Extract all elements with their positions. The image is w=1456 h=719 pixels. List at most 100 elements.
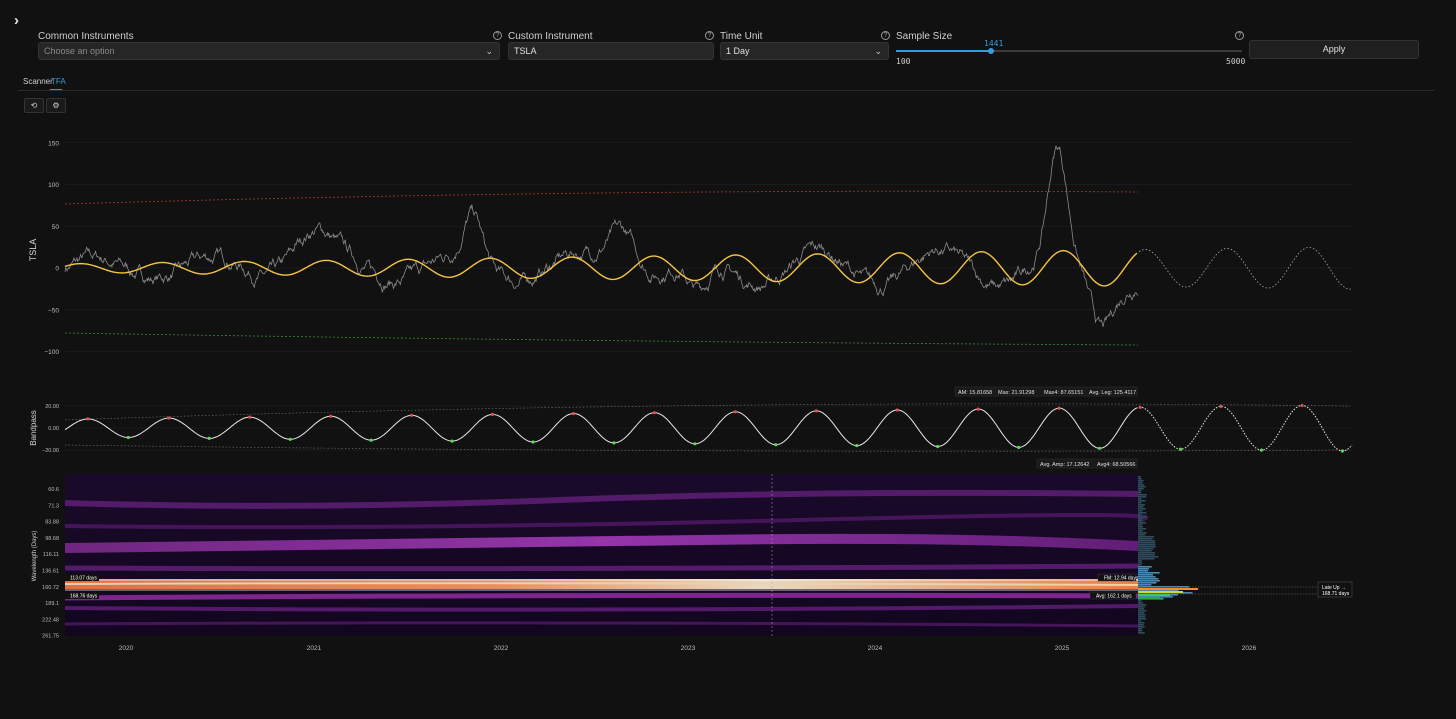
histogram-bar bbox=[1138, 616, 1146, 618]
common-instruments-placeholder: Choose an option bbox=[44, 46, 115, 56]
histogram-bar bbox=[1138, 490, 1142, 492]
x-tick-label: 2022 bbox=[494, 645, 509, 652]
histogram-bar bbox=[1138, 624, 1144, 626]
help-icon[interactable]: ? bbox=[705, 31, 714, 40]
spectrum-histogram bbox=[1138, 476, 1198, 634]
histogram-bar bbox=[1138, 484, 1145, 486]
x-tick-label: 2026 bbox=[1242, 645, 1257, 652]
avg-label: Avg: 162.1 days bbox=[1096, 594, 1132, 600]
trough-marker bbox=[1259, 448, 1264, 452]
histogram-bar bbox=[1138, 550, 1152, 552]
bandpass-lower-envelope bbox=[64, 444, 1351, 452]
y-tick-label: 20.00 bbox=[45, 404, 59, 410]
peak-marker bbox=[410, 413, 414, 417]
sample-size-track[interactable] bbox=[896, 50, 1242, 52]
histogram-bar bbox=[1138, 554, 1155, 556]
peak-marker bbox=[1219, 404, 1223, 408]
dominant-cycle-line bbox=[64, 249, 1138, 287]
histogram-bar bbox=[1138, 620, 1142, 622]
settings-icon[interactable]: ⚙ bbox=[46, 98, 66, 113]
band-top-tag: 113.07 days bbox=[65, 574, 99, 582]
histogram-bar bbox=[1138, 591, 1183, 593]
sample-size-thumb[interactable] bbox=[987, 48, 994, 54]
help-icon[interactable]: ? bbox=[1235, 31, 1244, 40]
tab-divider bbox=[18, 90, 1434, 91]
late-up-title: Late Up → bbox=[1322, 585, 1346, 591]
bandpass-legend-bottom: Avg. Amp: 17.12642 Avg4: 68.50566 bbox=[1036, 458, 1138, 469]
histogram-bar bbox=[1138, 488, 1144, 490]
trough-marker bbox=[1098, 446, 1102, 450]
histogram-bar bbox=[1138, 516, 1147, 518]
histogram-bar bbox=[1138, 562, 1142, 564]
time-unit-select[interactable]: 1 Day ⌄ bbox=[720, 42, 889, 60]
histogram-bar bbox=[1138, 512, 1147, 514]
trough-marker bbox=[693, 442, 697, 446]
histogram-bar bbox=[1138, 504, 1145, 506]
histogram-bar bbox=[1138, 586, 1190, 588]
chevron-right-icon[interactable]: › bbox=[14, 12, 19, 29]
tab-scanner[interactable]: Scanner bbox=[23, 77, 53, 86]
histogram-bar bbox=[1138, 518, 1143, 520]
histogram-bar bbox=[1138, 556, 1159, 558]
upper-band-line bbox=[64, 190, 1139, 205]
legend-max: Max: 21.91298 bbox=[998, 390, 1034, 396]
trough-marker bbox=[531, 440, 535, 444]
fm-tag: FM: 12.94 days bbox=[1097, 573, 1139, 582]
histogram-bar bbox=[1138, 536, 1155, 538]
band-bottom-label: 168.76 days bbox=[70, 594, 98, 600]
legend-max4: Max4: 87.65151 bbox=[1044, 390, 1083, 396]
lower-band-line bbox=[64, 332, 1139, 346]
custom-instrument-input[interactable]: TSLA bbox=[508, 42, 714, 60]
histogram-bar bbox=[1138, 502, 1142, 504]
sample-size-label: Sample Size bbox=[896, 31, 953, 42]
histogram-bar bbox=[1138, 526, 1143, 528]
histogram-bar bbox=[1138, 606, 1145, 608]
peak-marker bbox=[976, 407, 980, 411]
trough-marker bbox=[1340, 449, 1344, 453]
y-tick-label: 116.11 bbox=[43, 552, 59, 558]
trough-marker bbox=[369, 438, 373, 442]
bandpass-legend-top: AM: 15.81658 Max: 21.91298 Max4: 87.6515… bbox=[954, 386, 1138, 397]
histogram-bar bbox=[1138, 597, 1160, 599]
sample-size-value: 1441 bbox=[984, 39, 1004, 48]
time-axis: 2020 2021 2022 2023 2024 2025 2026 bbox=[119, 645, 1257, 652]
histogram-bar bbox=[1138, 478, 1142, 480]
spectrogram-y-label: Wavelength (Days) bbox=[32, 531, 38, 582]
peak-marker bbox=[1300, 403, 1304, 408]
y-tick-label: 222.48 bbox=[42, 617, 59, 623]
custom-instrument-label: Custom Instrument bbox=[508, 31, 593, 42]
chevron-down-icon: ⌄ bbox=[485, 46, 493, 56]
help-icon[interactable]: ? bbox=[493, 31, 502, 40]
tab-tfa[interactable]: TFA bbox=[51, 77, 66, 86]
histogram-bar bbox=[1138, 506, 1144, 508]
spectrogram-y-axis: 60.6 71.3 83.88 98.68 116.11 136.61 160.72 189.… bbox=[42, 487, 59, 640]
histogram-bar bbox=[1138, 610, 1147, 612]
histogram-bar bbox=[1138, 578, 1159, 580]
histogram-bar bbox=[1138, 570, 1149, 572]
late-up-tag: Late Up → 168.71 days bbox=[1317, 581, 1353, 598]
apply-button[interactable]: Apply bbox=[1249, 40, 1419, 59]
trough-marker bbox=[126, 435, 130, 440]
histogram-bar bbox=[1138, 494, 1147, 496]
histogram-bar bbox=[1138, 542, 1156, 544]
legend-avg-leg: Avg. Leg: 125.4117 bbox=[1089, 390, 1136, 396]
reset-icon[interactable]: ⟲ bbox=[24, 98, 44, 113]
histogram-bar bbox=[1138, 584, 1152, 586]
common-instruments-select[interactable]: Choose an option ⌄ bbox=[38, 42, 500, 60]
histogram-bar bbox=[1138, 510, 1143, 512]
sample-size-min: 100 bbox=[896, 57, 911, 66]
bandpass-projection bbox=[1139, 405, 1353, 452]
late-up-value: 168.71 days bbox=[1322, 591, 1350, 597]
trough-marker bbox=[855, 444, 859, 448]
help-icon[interactable]: ? bbox=[881, 31, 890, 40]
histogram-bar bbox=[1138, 498, 1142, 500]
legend-avg-amp: Avg. Amp: 17.12642 bbox=[1040, 462, 1089, 468]
main-chart-grid bbox=[65, 142, 1352, 352]
histogram-bar bbox=[1138, 608, 1144, 610]
histogram-bar bbox=[1138, 520, 1143, 522]
trough-marker bbox=[774, 443, 778, 447]
histogram-bar bbox=[1138, 590, 1179, 592]
y-tick-label: 83.88 bbox=[45, 520, 59, 526]
histogram-bar bbox=[1138, 524, 1143, 526]
histogram-bar bbox=[1138, 558, 1155, 560]
